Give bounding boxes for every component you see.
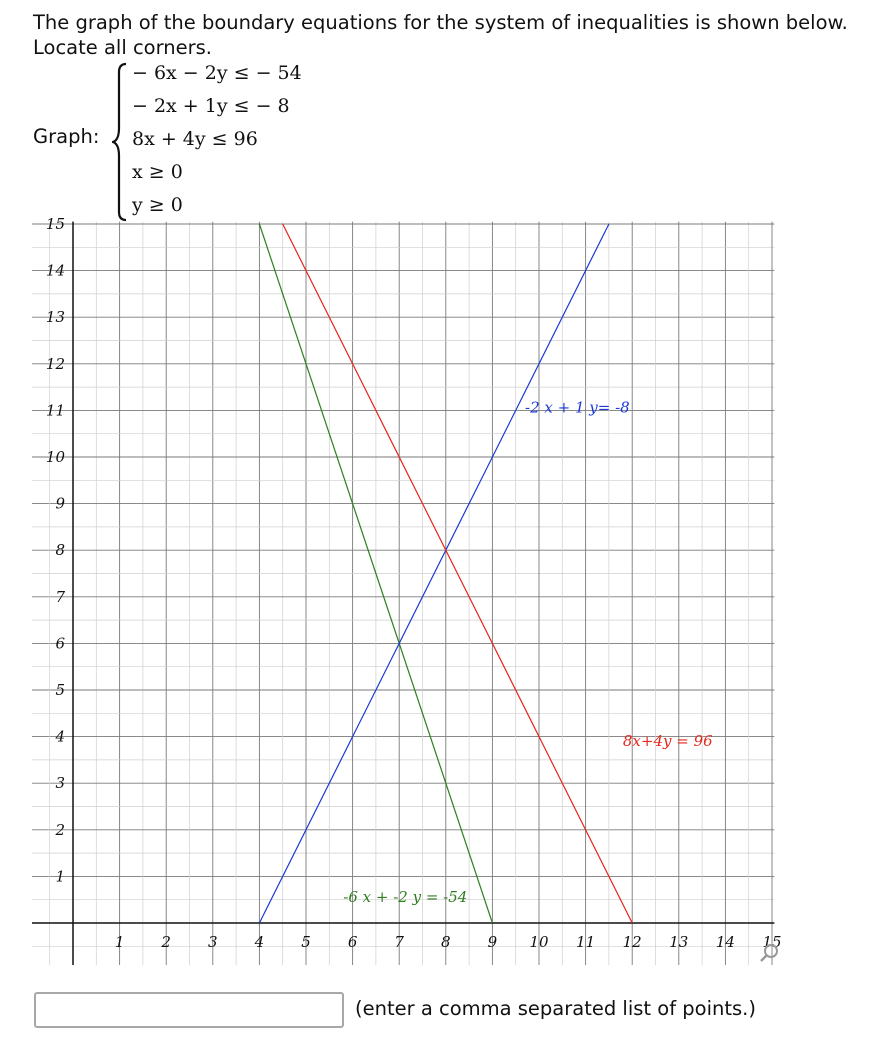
inequality-5: y ≥ 0	[132, 194, 183, 216]
magnifier-icon[interactable]	[758, 942, 780, 964]
inequality-2: − 2x + 1y ≤ − 8	[132, 95, 290, 117]
y-tick-label: 3	[55, 774, 65, 792]
y-tick-label: 12	[46, 355, 65, 373]
inequality-system: − 6x − 2y ≤ − 54 − 2x + 1y ≤ − 8 8x + 4y…	[112, 62, 372, 222]
y-tick-label: 7	[55, 588, 65, 606]
x-tick-label: 14	[716, 933, 735, 951]
y-tick-label: 2	[54, 821, 65, 839]
boundary-graph[interactable]: 1 2 3 4 5 6 7 8 9 10 11 12 13 14 151234567891011121314…	[0, 205, 890, 975]
x-tick-label: 3	[208, 933, 218, 951]
inequality-4: x ≥ 0	[132, 161, 183, 183]
x-tick-label: 13	[669, 933, 688, 951]
x-tick-label: 2	[160, 933, 171, 951]
series-label: 8x+4y = 96	[623, 732, 713, 750]
question-text: The graph of the boundary equations for …	[33, 10, 848, 60]
y-tick-label: 4	[54, 728, 65, 746]
x-tick-label: 8	[441, 933, 451, 951]
y-tick-label: 6	[55, 634, 65, 652]
boundary-line-3	[282, 223, 633, 924]
graph-label: Graph:	[33, 125, 100, 148]
y-tick-label: 1	[55, 867, 65, 885]
brace-icon	[112, 62, 127, 222]
y-tick-label: 5	[55, 681, 65, 699]
series-label: -6 x + -2 y = -54	[343, 888, 467, 906]
y-tick-label: 9	[55, 495, 65, 513]
x-tick-label: 11	[576, 933, 595, 951]
question-line-2: Locate all corners.	[33, 36, 213, 59]
y-tick-label: 8	[55, 541, 65, 559]
boundary-line-1	[258, 223, 493, 924]
x-tick-label: 10	[529, 933, 549, 951]
boundary-line-2	[258, 223, 610, 924]
y-tick-label: 15	[46, 215, 65, 233]
series-label: -2 x + 1 y= -8	[525, 399, 630, 417]
x-tick-label: 6	[348, 933, 358, 951]
y-tick-label: 11	[46, 401, 65, 419]
x-tick-label: 7	[394, 933, 404, 951]
y-tick-label: 13	[46, 308, 65, 326]
x-tick-label: 12	[623, 933, 642, 951]
answer-hint: (enter a comma separated list of points.…	[355, 997, 756, 1020]
x-tick-label: 9	[488, 933, 498, 951]
inequality-3: 8x + 4y ≤ 96	[132, 128, 258, 150]
x-tick-label: 1	[115, 933, 125, 951]
question-line-1: The graph of the boundary equations for …	[33, 11, 848, 34]
x-tick-label: 4	[254, 933, 265, 951]
answer-input[interactable]	[34, 992, 344, 1028]
x-tick-label: 5	[301, 933, 311, 951]
y-tick-label: 10	[46, 448, 66, 466]
y-tick-label: 14	[46, 262, 65, 280]
inequality-1: − 6x − 2y ≤ − 54	[132, 62, 302, 84]
